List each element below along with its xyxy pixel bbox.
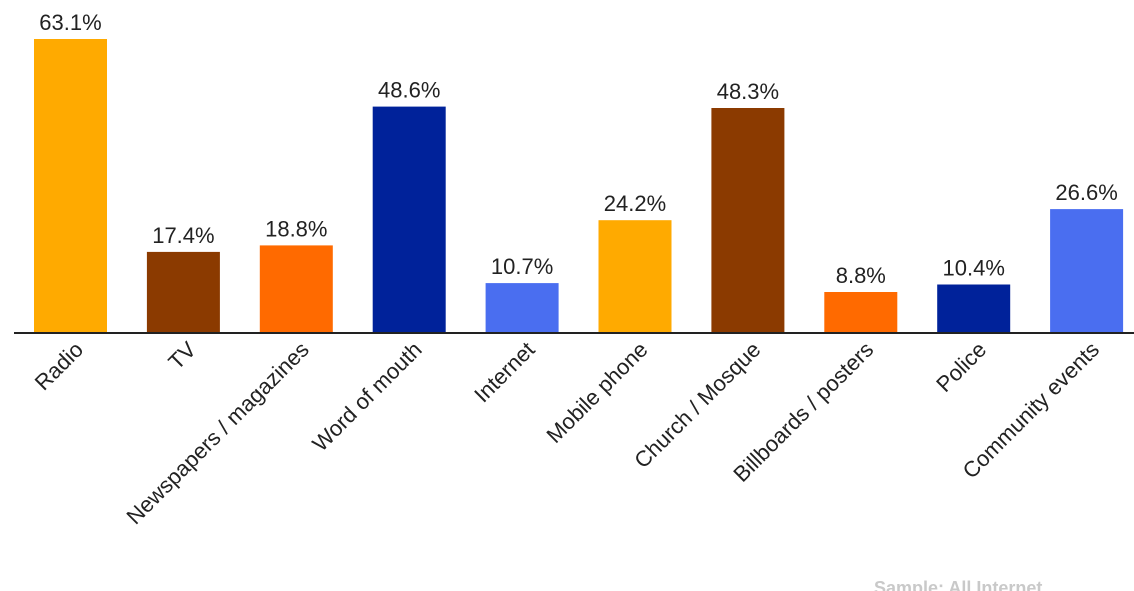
bar-community-events [1050, 209, 1124, 333]
value-label-newspapers-magazines: 18.8% [265, 216, 327, 241]
bar-police [937, 284, 1011, 333]
category-label-word-of-mouth: Word of mouth [307, 337, 426, 456]
bar-mobile-phone [598, 220, 672, 333]
value-label-word-of-mouth: 48.6% [378, 78, 440, 103]
bar-tv [146, 251, 220, 333]
bars-layer [34, 39, 1124, 333]
bar-internet [485, 283, 559, 333]
value-label-community-events: 26.6% [1055, 180, 1117, 205]
sample-note: Sample: All Internet [874, 578, 1043, 591]
category-label-tv: TV [163, 337, 201, 375]
value-label-mobile-phone: 24.2% [604, 191, 666, 216]
bar-billboards-posters [824, 292, 898, 333]
value-label-billboards-posters: 8.8% [836, 263, 886, 288]
bar-word-of-mouth [372, 106, 446, 333]
value-label-church-mosque: 48.3% [717, 79, 779, 104]
category-label-police: Police [931, 337, 991, 397]
category-label-internet: Internet [469, 337, 539, 407]
value-label-tv: 17.4% [152, 223, 214, 248]
bar-radio [34, 39, 107, 333]
category-label-newspapers-magazines: Newspapers / magazines [121, 337, 313, 529]
bar-church-mosque [711, 108, 785, 333]
category-label-radio: Radio [30, 337, 88, 395]
value-label-internet: 10.7% [491, 254, 553, 279]
value-label-radio: 63.1% [39, 10, 101, 35]
value-labels-layer: 63.1% 17.4% 18.8% 48.6% 10.7% 24.2% 48.3% 8.8% 1… [39, 10, 1117, 288]
category-label-mobile-phone: Mobile phone [541, 337, 652, 448]
value-label-police: 10.4% [943, 256, 1005, 281]
bar-newspapers-magazines [259, 245, 333, 333]
